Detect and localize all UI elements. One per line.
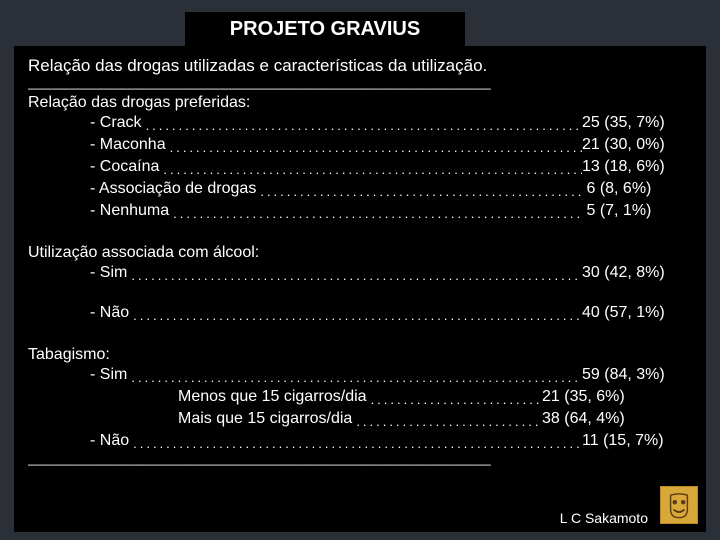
- leader-dots: ........................................…: [127, 265, 582, 287]
- item-label: - Associação de drogas: [90, 178, 256, 200]
- leader-dots: ........................................…: [367, 389, 542, 411]
- leader-dots: ........................................…: [127, 367, 582, 389]
- list-item: - Sim ..................................…: [28, 364, 692, 386]
- list-item: - Maconha ..............................…: [28, 134, 692, 156]
- item-value: 40 (57, 1%): [582, 302, 692, 324]
- list-item: - Crack ................................…: [28, 112, 692, 134]
- project-title: PROJETO GRAVIUS: [230, 18, 420, 41]
- item-label: Mais que 15 cigarros/dia: [178, 408, 352, 430]
- slide-body: Relação das drogas utilizadas e caracter…: [14, 46, 706, 532]
- leader-dots: ........................................…: [159, 159, 582, 181]
- section-preferidas-title: Relação das drogas preferidas:: [28, 94, 692, 112]
- list-subitem: Menos que 15 cigarros/dia ..............…: [28, 386, 692, 408]
- leader-dots: ........................................…: [129, 305, 582, 327]
- item-value: 5 (7, 1%): [582, 200, 692, 222]
- item-label: - Crack: [90, 112, 142, 134]
- list-item: - Nenhuma ..............................…: [28, 200, 692, 222]
- item-label: - Não: [90, 430, 129, 452]
- list-subitem: Mais que 15 cigarros/dia ...............…: [28, 408, 692, 430]
- leader-dots: ........................................…: [169, 203, 582, 225]
- list-item: - Não ..................................…: [28, 302, 692, 324]
- item-value: 30 (42, 8%): [582, 262, 692, 284]
- project-title-bar: PROJETO GRAVIUS: [185, 12, 465, 46]
- leader-dots: ........................................…: [129, 433, 582, 455]
- item-value: 59 (84, 3%): [582, 364, 692, 386]
- item-label: - Maconha: [90, 134, 166, 156]
- horizontal-rule: ________________________________________…: [28, 76, 692, 90]
- section-tabagismo-title: Tabagismo:: [28, 346, 692, 364]
- item-value: 21 (35, 6%): [542, 386, 692, 408]
- item-value: 25 (35, 7%): [582, 112, 692, 134]
- list-item: - Sim ..................................…: [28, 262, 692, 284]
- item-label: - Sim: [90, 262, 127, 284]
- slide-heading: Relação das drogas utilizadas e caracter…: [28, 56, 692, 76]
- item-label: - Não: [90, 302, 129, 324]
- list-item: - Cocaína ..............................…: [28, 156, 692, 178]
- list-item: - Associação de drogas .................…: [28, 178, 692, 200]
- section-alcool-title: Utilização associada com álcool:: [28, 244, 692, 262]
- item-value: 38 (64, 4%): [542, 408, 692, 430]
- list-item: - Não ..................................…: [28, 430, 692, 452]
- leader-dots: ........................................…: [142, 115, 582, 137]
- author-footer: L C Sakamoto: [560, 510, 648, 526]
- item-label: - Cocaína: [90, 156, 159, 178]
- leader-dots: ........................................…: [352, 411, 542, 433]
- item-value: 13 (18, 6%): [582, 156, 692, 178]
- item-value: 11 (15, 7%): [582, 430, 692, 452]
- leader-dots: ........................................…: [256, 181, 582, 203]
- item-label: - Sim: [90, 364, 127, 386]
- leader-dots: ........................................…: [166, 137, 582, 159]
- item-label: - Nenhuma: [90, 200, 169, 222]
- mask-logo-icon: [660, 486, 698, 524]
- item-value: 21 (30, 0%): [582, 134, 692, 156]
- item-value: 6 (8, 6%): [582, 178, 692, 200]
- item-label: Menos que 15 cigarros/dia: [178, 386, 367, 408]
